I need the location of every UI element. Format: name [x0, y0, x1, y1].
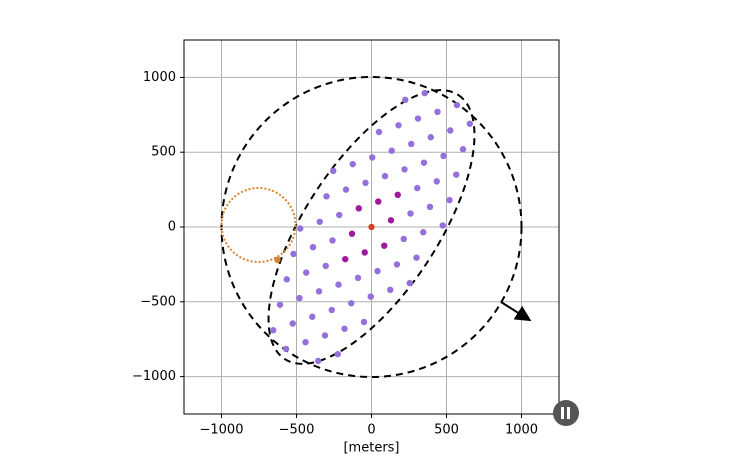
point — [427, 134, 434, 141]
y-tick-label: 1000 — [143, 70, 176, 85]
point — [354, 274, 362, 282]
point — [297, 225, 304, 232]
point — [387, 217, 395, 224]
point — [434, 108, 441, 116]
point — [335, 281, 342, 288]
x-tick-label: 500 — [434, 423, 459, 438]
x-tick-label: 0 — [367, 423, 375, 438]
arrow — [500, 301, 532, 322]
pause-bar — [567, 407, 570, 419]
y-tick-label: 500 — [151, 145, 176, 160]
point — [375, 128, 383, 136]
point — [342, 255, 349, 263]
point — [369, 154, 376, 161]
point — [367, 293, 374, 300]
point — [361, 249, 368, 256]
inner-ellipse — [267, 89, 476, 365]
point — [348, 300, 355, 307]
point — [315, 357, 322, 365]
point — [420, 229, 427, 236]
point — [394, 191, 401, 199]
point — [374, 267, 381, 275]
point — [414, 184, 421, 192]
point — [270, 327, 277, 334]
point — [289, 320, 296, 327]
y-tick-label: 0 — [168, 220, 176, 235]
point — [387, 286, 394, 294]
point — [381, 172, 389, 180]
point — [413, 254, 420, 261]
point — [395, 122, 402, 129]
point — [336, 211, 343, 219]
point — [421, 89, 428, 97]
point — [426, 203, 434, 211]
point — [329, 237, 336, 244]
point — [400, 235, 407, 243]
point — [315, 288, 323, 295]
pause-bar — [561, 407, 564, 419]
outer-circle — [220, 76, 523, 378]
point — [406, 279, 413, 287]
point — [388, 147, 395, 154]
x-tick-label: −500 — [279, 423, 315, 438]
point — [393, 261, 401, 268]
point — [283, 276, 290, 283]
point — [330, 167, 337, 175]
point — [328, 306, 335, 314]
point — [453, 171, 460, 178]
point — [447, 127, 454, 134]
point — [322, 262, 329, 270]
point — [433, 178, 440, 185]
axes: −1000 −500 0 500 1000 −1000 −500 0 500 1000 — [132, 70, 538, 438]
point — [349, 160, 356, 168]
point — [368, 223, 375, 231]
point — [439, 222, 446, 229]
x-tick-label: 1000 — [505, 423, 538, 438]
points — [270, 89, 473, 365]
pause-circle[interactable] — [553, 400, 579, 426]
y-tick-label: −500 — [140, 294, 176, 309]
overlay-shapes — [220, 76, 532, 378]
point — [381, 242, 388, 249]
point — [274, 256, 281, 264]
x-tick-label: −1000 — [200, 423, 244, 438]
point — [446, 196, 453, 204]
point — [309, 313, 316, 320]
point — [348, 230, 356, 237]
point — [375, 198, 382, 205]
point — [420, 159, 428, 166]
point — [341, 325, 348, 332]
point — [342, 186, 350, 193]
x-axis-label: [meters] — [343, 441, 399, 456]
point — [321, 332, 329, 339]
point — [355, 205, 362, 212]
point — [414, 115, 422, 122]
point — [323, 193, 330, 200]
point — [407, 210, 414, 217]
pause-button[interactable] — [553, 400, 579, 426]
point — [302, 338, 309, 346]
y-tick-label: −1000 — [132, 369, 176, 384]
point — [401, 166, 408, 173]
point — [276, 301, 284, 308]
point — [316, 218, 323, 225]
point — [466, 120, 473, 127]
point — [453, 101, 461, 109]
point — [459, 146, 467, 153]
point — [309, 243, 317, 251]
point — [408, 140, 415, 148]
point — [440, 152, 447, 160]
point — [303, 269, 310, 276]
point — [282, 345, 290, 353]
point — [362, 179, 369, 187]
orange-circle — [220, 187, 297, 263]
point — [402, 96, 409, 104]
point — [334, 350, 341, 358]
point — [360, 318, 368, 326]
point — [296, 294, 303, 302]
point — [290, 250, 297, 258]
